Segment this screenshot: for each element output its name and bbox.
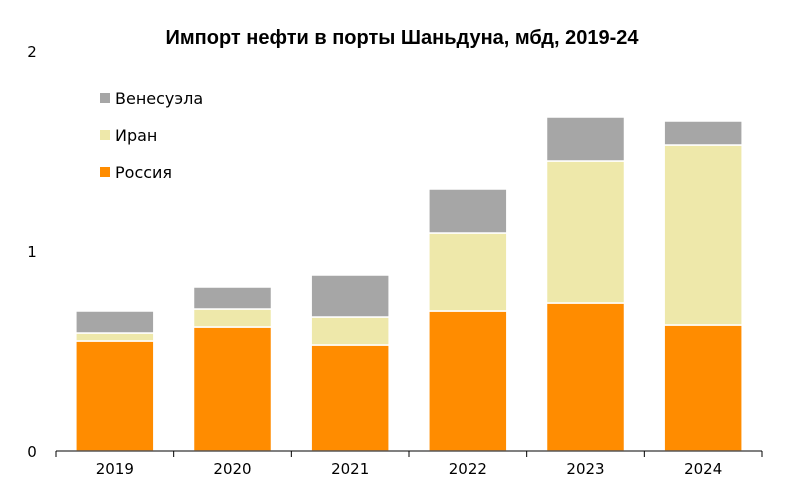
bar-segment [192, 308, 273, 328]
bar-segment [428, 310, 508, 452]
legend-swatch [100, 167, 110, 177]
legend-label: Венесуэла [115, 89, 203, 108]
x-tick-label: 2021 [331, 460, 369, 478]
bar-segment [663, 324, 743, 452]
bar-segment [310, 274, 390, 318]
bar-segment [192, 326, 273, 452]
bar-segment [545, 302, 626, 452]
bar-segment [310, 344, 390, 452]
bar-segment [75, 340, 155, 452]
legend-label: Россия [115, 163, 172, 182]
legend-label: Иран [115, 126, 157, 145]
y-tick-label: 2 [27, 43, 37, 61]
bar-segment [310, 316, 390, 346]
bar-segment [663, 144, 743, 326]
legend-swatch [100, 93, 110, 103]
x-tick-label: 2024 [684, 460, 722, 478]
bar-segment [663, 120, 743, 146]
x-tick-label: 2020 [213, 460, 251, 478]
bars [75, 116, 743, 452]
bar-segment [545, 116, 626, 162]
legend: Венесуэла Иран Россия [100, 89, 203, 182]
bar-segment [428, 188, 508, 234]
x-tick-label: 2022 [449, 460, 487, 478]
legend-swatch [100, 130, 110, 140]
chart-title: Импорт нефти в порты Шаньдуна, мбд, 2019… [166, 27, 640, 49]
x-tick-label: 2019 [96, 460, 134, 478]
bar-segment [192, 286, 273, 310]
bar-segment [75, 310, 155, 334]
x-tick-label: 2023 [566, 460, 604, 478]
y-axis-ticks: 0 1 2 [27, 43, 37, 461]
bar-segment [545, 160, 626, 304]
x-axis-ticks: 2019 2020 2021 2022 2023 2024 [55, 451, 763, 478]
bar-segment [428, 232, 508, 312]
y-tick-label: 0 [27, 443, 37, 461]
bar-segment [75, 332, 155, 342]
y-tick-label: 1 [27, 243, 37, 261]
